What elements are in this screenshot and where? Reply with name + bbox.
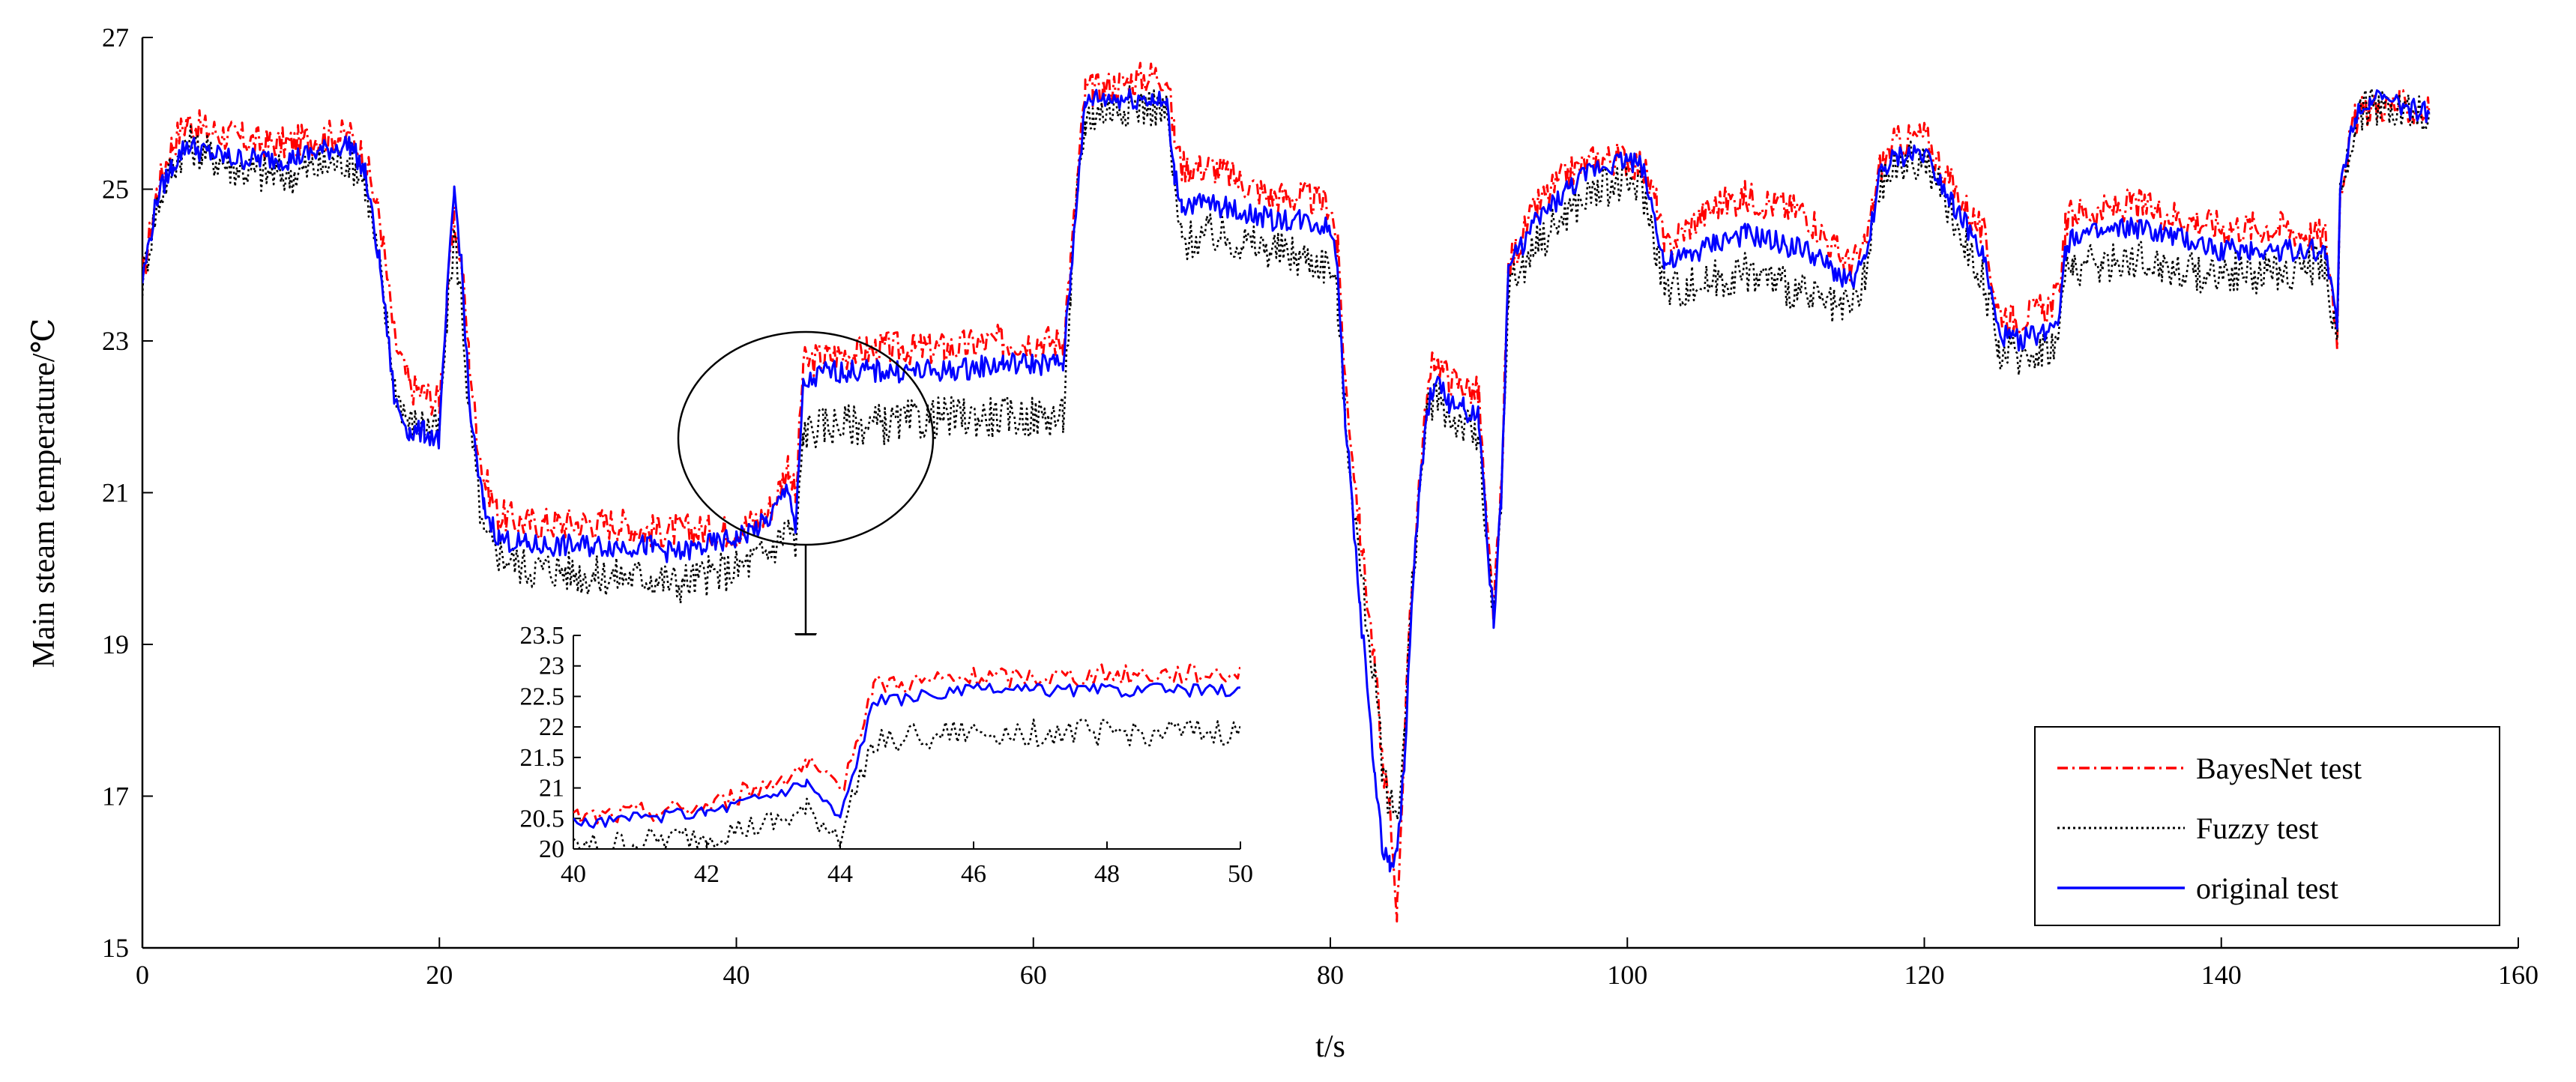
- y-tick-label: 19: [102, 629, 129, 659]
- inset-x-tick-label: 50: [1228, 860, 1253, 888]
- y-axis-label: Main steam temperature/℃: [27, 318, 61, 668]
- legend: BayesNet test Fuzzy test original test: [2034, 726, 2500, 926]
- y-tick-label: 15: [102, 933, 129, 963]
- inset-y-tick-label: 21: [539, 775, 564, 803]
- main-series: [142, 61, 2431, 923]
- y-tick-label: 17: [102, 782, 129, 812]
- x-tick-label: 100: [1607, 960, 1647, 990]
- inset-series-line-bayesnet: [573, 662, 1240, 825]
- x-tick-label: 20: [426, 960, 453, 990]
- y-tick-label: 23: [102, 326, 129, 356]
- x-tick-label: 80: [1317, 960, 1344, 990]
- inset-x-tick-label: 48: [1094, 860, 1120, 888]
- inset-background: [573, 635, 1240, 849]
- series-line-bayesnet: [142, 61, 2431, 923]
- y-tick-label: 21: [102, 478, 129, 508]
- x-tick-label: 0: [136, 960, 149, 990]
- inset-y-tick-label: 23.5: [520, 622, 565, 650]
- inset-y-tick-label: 20.5: [520, 805, 565, 832]
- series-line-fuzzy: [142, 85, 2431, 821]
- x-ticks: 0 20 40 60 80 100 120 140 160: [136, 937, 2539, 990]
- x-tick-label: 140: [2201, 960, 2242, 990]
- legend-label-original: original test: [2196, 871, 2338, 905]
- inset-series-line-original: [573, 682, 1240, 829]
- inset-x-tick-label: 40: [561, 860, 586, 888]
- y-tick-label: 25: [102, 175, 129, 205]
- x-axis-label: t/s: [1315, 1030, 1345, 1064]
- inset-y-tick-label: 22: [539, 713, 564, 741]
- x-tick-label: 160: [2498, 960, 2539, 990]
- inset-y-tick-label: 22.5: [520, 683, 565, 710]
- inset-y-ticks: 20 20.521 21.5 22 22.5 23 23.5: [520, 622, 581, 863]
- x-tick-label: 60: [1020, 960, 1047, 990]
- inset-series: [573, 662, 1240, 849]
- inset-x-ticks: 40 42 44 46 48 50: [561, 841, 1253, 888]
- y-ticks: 15 17 19 21 23 25 27: [102, 22, 153, 963]
- inset-y-tick-label: 21.5: [520, 744, 565, 772]
- inset-series-line-fuzzy: [573, 719, 1240, 849]
- inset-y-tick-label: 20: [539, 835, 564, 863]
- inset-x-tick-label: 42: [694, 860, 720, 888]
- x-tick-label: 40: [723, 960, 750, 990]
- legend-label-fuzzy: Fuzzy test: [2196, 812, 2318, 845]
- inset-x-tick-label: 44: [827, 860, 853, 888]
- inset-plot: 40 42 44 46 48 50 20 20.521 21.5 22 22.5 23 23.5: [520, 622, 1254, 888]
- legend-box: [2034, 726, 2500, 926]
- legend-label-bayesnet: BayesNet test: [2196, 752, 2362, 785]
- x-tick-label: 120: [1904, 960, 1945, 990]
- zoom-ellipse: [677, 330, 935, 546]
- y-tick-label: 27: [102, 22, 129, 52]
- series-line-original: [142, 88, 2431, 873]
- inset-y-tick-label: 23: [539, 653, 564, 680]
- inset-x-tick-label: 46: [961, 860, 986, 888]
